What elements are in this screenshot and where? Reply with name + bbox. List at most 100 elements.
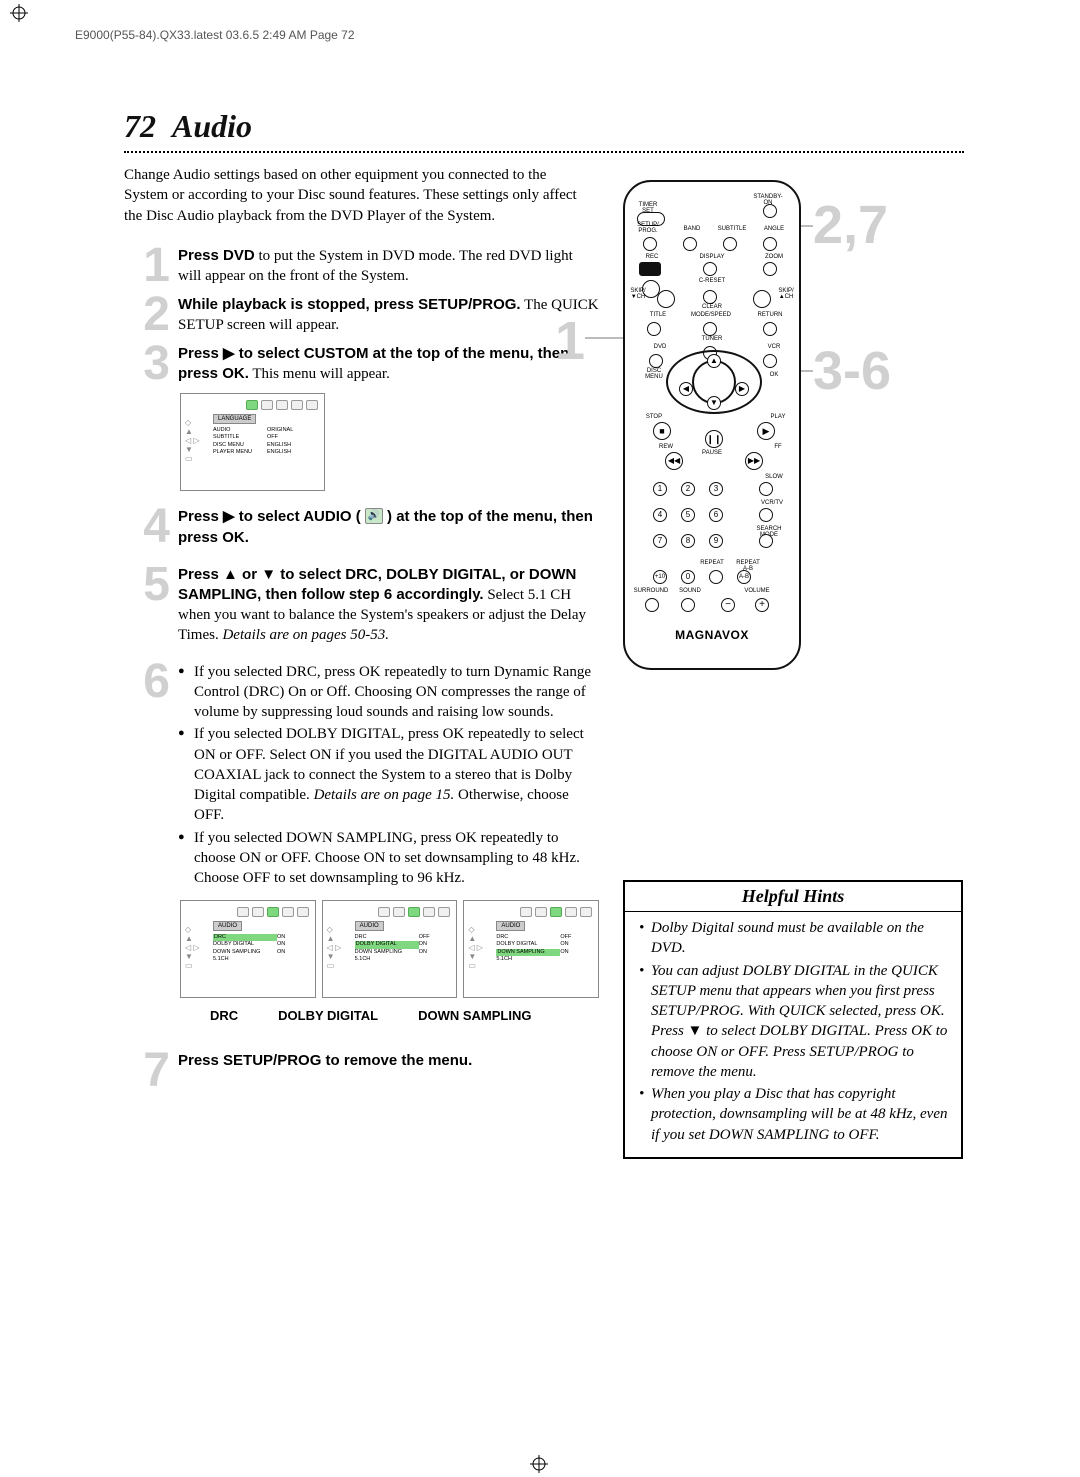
dpad-right: ▶ [735,382,749,396]
sound-button [681,598,695,612]
ss-tab-icon [261,400,273,410]
num-4-button: 4 [653,508,667,522]
ss-tab-icon [276,400,288,410]
main-content: 72 Audio Change Audio settings based on … [124,108,599,1098]
remote-label: VCR [759,344,789,350]
return-button [763,322,777,336]
ss-tab-icon [291,400,303,410]
rew-button: ◀◀ [665,452,683,470]
num-6-button: 6 [709,508,723,522]
hints-body: Dolby Digital sound must be available on… [625,912,961,1157]
remote-label: SLOW [759,474,789,480]
step-3: 3 Press ▶ to select CUSTOM at the top of… [124,342,599,385]
vol-up-button: + [755,598,769,612]
remote-diagram: 1 2,7 3-6 TIMER SET STANDBY-ON SETUP/PRO… [613,180,963,670]
step-2: 2 While playback is stopped, press SETUP… [124,293,599,336]
bullet-item: If you selected DOLBY DIGITAL, press OK … [178,724,599,825]
vcr-button [763,354,777,368]
audio-icon [365,508,383,524]
step-7: 7 Press SETUP/PROG to remove the menu. [124,1049,599,1092]
angle-button [763,237,777,251]
hint-item: You can adjust DOLBY DIGITAL in the QUIC… [637,961,949,1083]
ss-menu-rows: AUDIOORIGINALSUBTITLEOFFDISC MENUENGLISH… [213,427,318,456]
dpad-down: ▼ [707,396,721,410]
remote-label: SKIP/▲CH [775,288,797,300]
step-italic: Details are on pages 50-53. [222,627,389,643]
skip-back-button [657,290,675,308]
step-bold: Press SETUP/PROG to remove the menu. [178,1052,472,1069]
repeat-ab-button: A-B [737,570,751,584]
mode-speed-button [703,322,717,336]
menu-screenshot-audio: ◇▲◁ ▷▼▭AUDIODRCOFFDOLBY DIGITALONDOWN SA… [322,900,458,998]
remote-label: ZOOM [759,254,789,260]
remote-label: MODE/SPEED [691,312,731,318]
step-number: 4 [124,505,170,548]
screenshot-label: DOWN SAMPLING [418,1008,531,1023]
step-number: 6 [124,660,170,891]
num-3-button: 3 [709,482,723,496]
menu-screenshot-audio: ◇▲◁ ▷▼▭AUDIODRCONDOLBY DIGITALONDOWN SAM… [180,900,316,998]
remote-control: TIMER SET STANDBY-ON SETUP/PROG. BAND SU… [623,180,801,670]
ss-tab-icon [246,400,258,410]
step-body: While playback is stopped, press SETUP/P… [178,293,599,336]
clear-button [703,290,717,304]
remote-label: VCR/TV [757,500,787,506]
num-0-button: 0 [681,570,695,584]
helpful-hints-box: Helpful Hints Dolby Digital sound must b… [623,880,963,1159]
remote-label: VOLUME [737,588,777,594]
band-button [683,237,697,251]
step-body: Press ▲ or ▼ to select DRC, DOLBY DIGITA… [178,563,599,646]
repeat-button [709,570,723,584]
vol-down-button: − [721,598,735,612]
step-number: 2 [124,293,170,336]
page-title: 72 Audio [124,108,599,145]
standby-button [763,204,777,218]
remote-label: DVD [645,344,675,350]
remote-label: SOUND [675,588,705,594]
title-text: Audio [172,108,252,144]
step-bold: Press ▶ to select AUDIO ( [178,508,365,525]
screenshot-row: ◇▲◁ ▷▼▭AUDIODRCONDOLBY DIGITALONDOWN SAM… [180,900,599,998]
searchmode-button [759,534,773,548]
crop-mark-icon [10,4,28,22]
step-number: 3 [124,342,170,385]
remote-label: REPEATA-B [733,560,763,572]
subtitle-button [723,237,737,251]
step-number: 5 [124,563,170,646]
remote-label: SURROUND [633,588,669,594]
intro-text: Change Audio settings based on other equ… [124,165,584,226]
step-body: Press SETUP/PROG to remove the menu. [178,1049,472,1092]
ss-icon-row [187,400,318,410]
step-number: 7 [124,1049,170,1092]
menu-screenshot-language: ◇▲◁ ▷▼▭ LANGUAGE AUDIOORIGINALSUBTITLEOF… [180,393,325,491]
remote-brand: MAGNAVOX [625,628,799,642]
step-4: 4 Press ▶ to select AUDIO ( ) at the top… [124,505,599,548]
remote-label: ANGLE [759,226,789,232]
hint-item: When you play a Disc that has copyright … [637,1084,949,1145]
remote-label: DISPLAY [697,254,727,260]
remote-label: REW [651,444,681,450]
remote-label: RETURN [755,312,785,318]
step-5: 5 Press ▲ or ▼ to select DRC, DOLBY DIGI… [124,563,599,646]
display-button [703,262,717,276]
remote-label: SUBTITLE [717,226,747,232]
step-6: 6 If you selected DRC, press OK repeated… [124,660,599,891]
vcrtv-button [759,508,773,522]
rec-button [639,262,661,276]
step-body: Press ▶ to select CUSTOM at the top of t… [178,342,599,385]
callout-36: 3-6 [813,340,891,402]
skip-fwd-button [753,290,771,308]
title-button [647,322,661,336]
crop-mark-icon [530,1455,548,1473]
slow-button [759,482,773,496]
remote-label: TUNER [697,336,727,342]
remote-label: OK [759,372,789,378]
bullet-item: If you selected DRC, press OK repeatedly… [178,662,599,723]
remote-label: SETUP/PROG. [635,222,661,234]
page-number: 72 [124,108,156,144]
play-button: ▶ [757,422,775,440]
remote-label: PLAY [763,414,793,420]
hints-title: Helpful Hints [625,882,961,912]
callout-27: 2,7 [813,194,888,256]
menu-screenshot-audio: ◇▲◁ ▷▼▭AUDIODRCOFFDOLBY DIGITALONDOWN SA… [463,900,599,998]
